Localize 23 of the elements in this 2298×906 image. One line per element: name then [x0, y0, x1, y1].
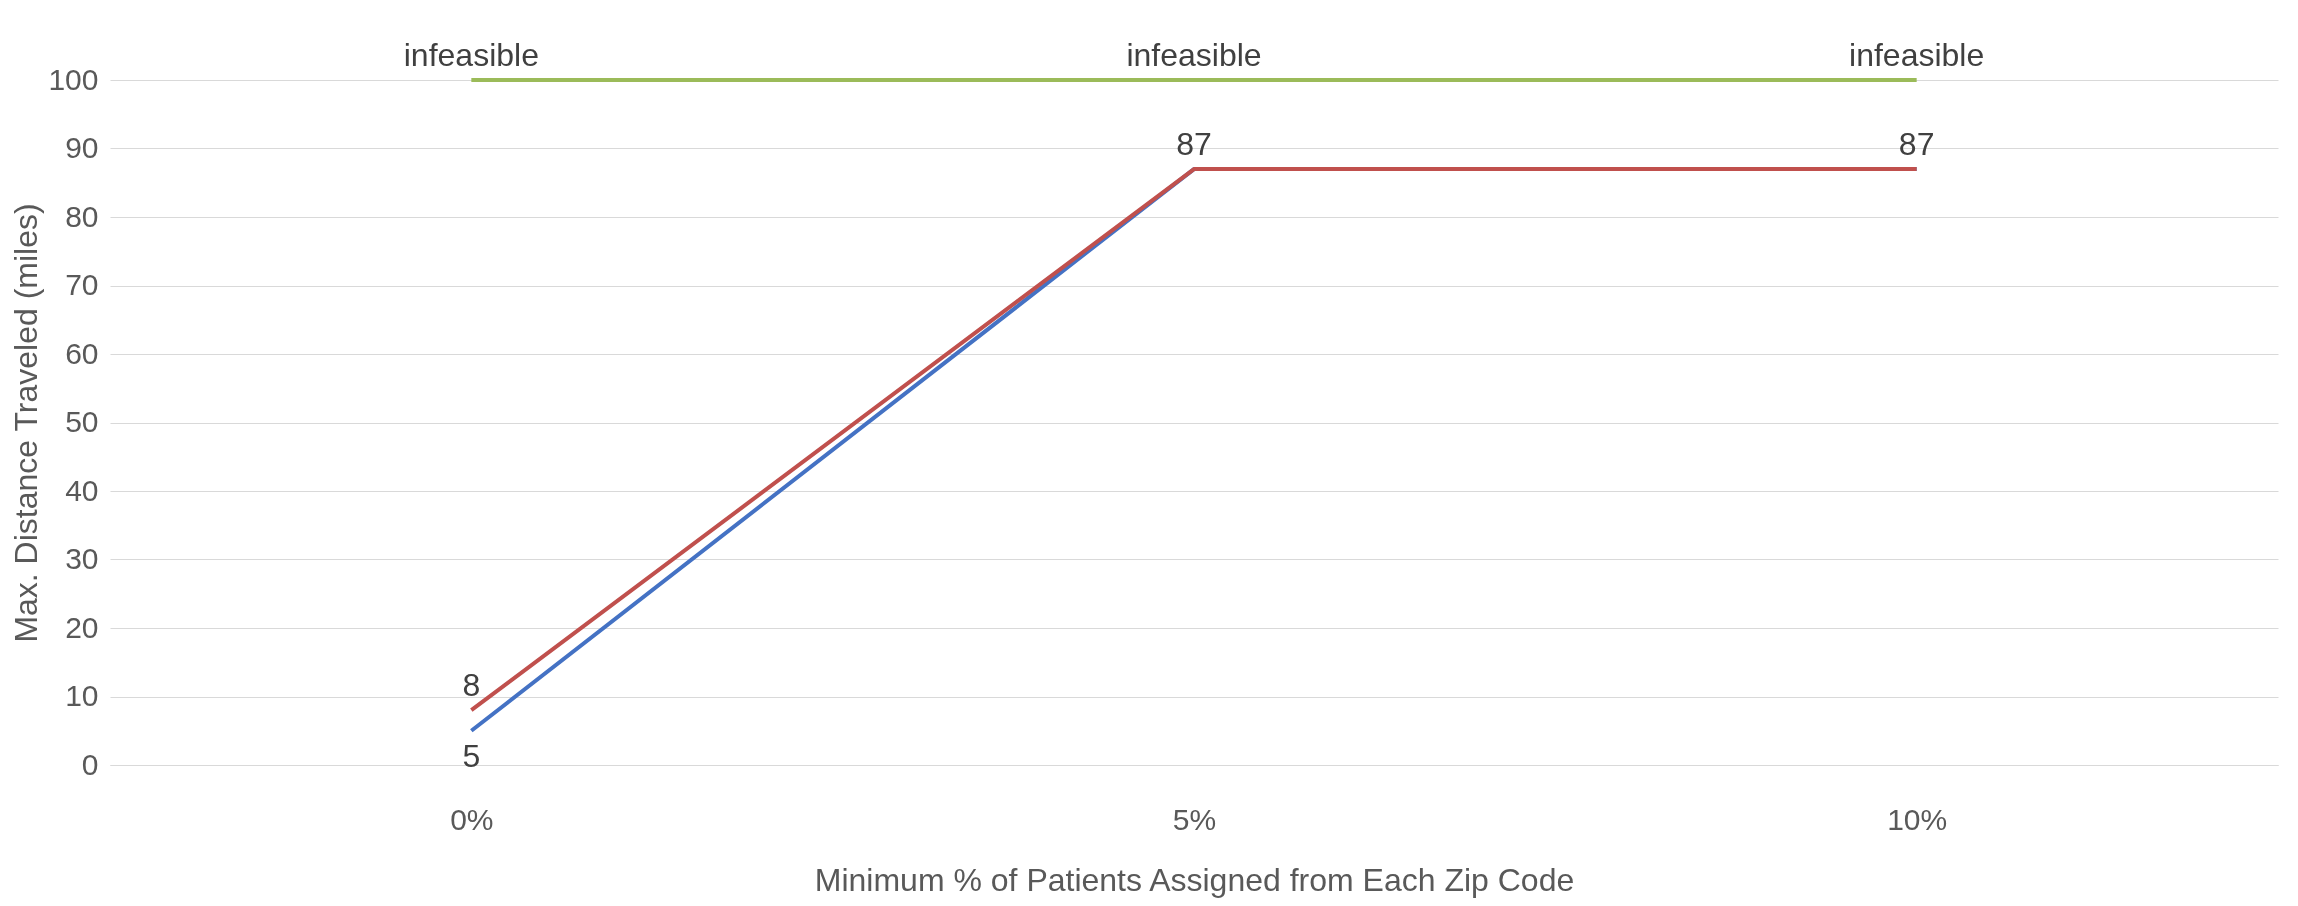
data-label: 87	[1898, 126, 1935, 163]
data-label: infeasible	[1849, 37, 1985, 73]
data-label: infeasible	[403, 37, 539, 73]
y-tick-label: 100	[48, 62, 99, 96]
data-label: 5	[462, 737, 481, 774]
y-tick-label: 10	[65, 679, 99, 712]
x-tick-label: 0%	[450, 802, 494, 836]
y-tick-label: 90	[65, 131, 99, 164]
data-label: infeasible	[1126, 37, 1262, 73]
y-tick-label: 20	[65, 610, 99, 644]
y-tick-label: 50	[65, 405, 99, 438]
y-tick-label: 80	[65, 199, 99, 233]
data-label: 87	[1176, 126, 1212, 163]
data-label: 8	[462, 667, 481, 704]
y-tick-label: 30	[65, 542, 99, 575]
y-axis-title: Max. Distance Traveled (miles)	[8, 203, 45, 643]
y-tick-label: 70	[65, 268, 99, 301]
x-axis-title: Minimum % of Patients Assigned from Each Zip Code	[814, 861, 1575, 898]
y-tick-label: 60	[65, 336, 99, 370]
y-tick-label: 0	[81, 747, 99, 781]
x-tick-label: 5%	[1172, 802, 1217, 836]
y-tick-label: 40	[65, 473, 99, 507]
x-tick-label: 10%	[1887, 802, 1948, 836]
